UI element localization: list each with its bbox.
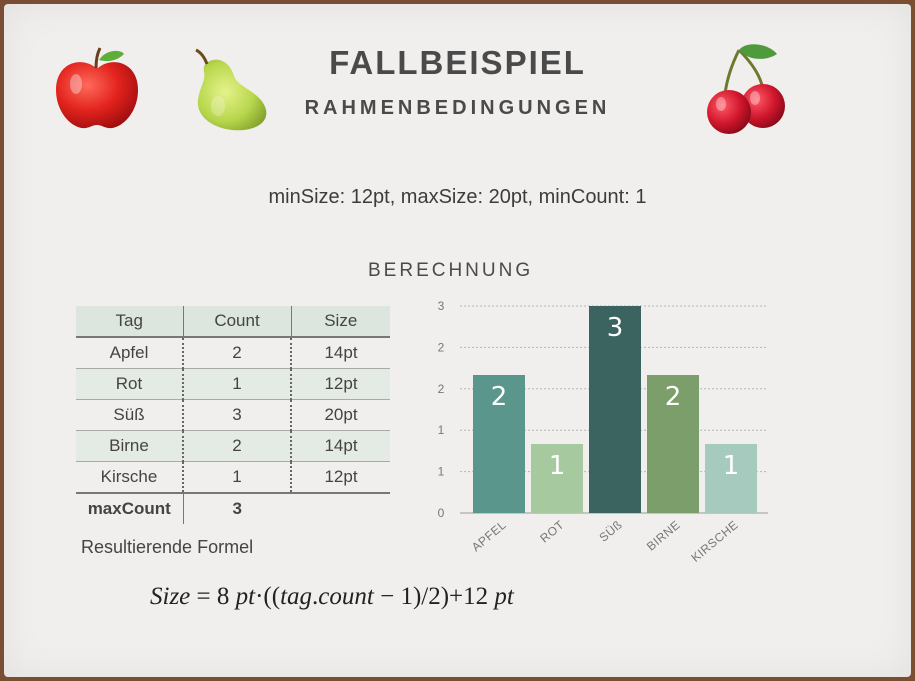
formula-minus: − <box>380 583 395 610</box>
x-tick-label: APFEL <box>469 518 509 555</box>
formula-lhs: Size <box>150 583 191 610</box>
cell-count: 2 <box>183 337 292 369</box>
y-tick-label: 2 <box>438 340 445 354</box>
cell-count: 3 <box>183 399 292 431</box>
header-size: Size <box>291 306 390 338</box>
slide-subtitle: RAHMENBEDINGUNGEN <box>304 97 611 119</box>
y-tick-label: 3 <box>438 299 445 313</box>
bar <box>531 444 583 513</box>
slide-title: FALLBEISPIEL <box>329 44 586 81</box>
max-count-value: 3 <box>232 499 242 518</box>
bar-data-label: 1 <box>549 451 566 481</box>
max-count-row: maxCount 3 <box>76 493 390 524</box>
formula-dot: · <box>255 583 264 610</box>
header-tag: Tag <box>76 306 184 338</box>
parameters-text: minSize: 12pt, maxSize: 20pt, minCount: … <box>268 186 647 208</box>
table-row: Rot 1 12pt <box>76 368 390 400</box>
formula-two: 2 <box>428 583 441 610</box>
formula-label: Resultierende Formel <box>81 537 254 557</box>
bar-data-label: 3 <box>607 313 624 343</box>
formula-const2: 12 <box>463 583 489 610</box>
x-tick-label: BIRNE <box>644 518 683 554</box>
y-tick-label: 1 <box>438 423 445 437</box>
x-tick-label: KIRSCHE <box>688 518 741 565</box>
header-count: Count <box>183 306 292 338</box>
cell-count: 1 <box>183 461 292 494</box>
formula-close2: ) <box>440 583 450 610</box>
formula-plus: + <box>449 583 464 610</box>
cell-tag: Süß <box>76 399 184 431</box>
table-row: Süß 3 20pt <box>76 399 390 431</box>
cell-size: 20pt <box>291 399 390 431</box>
formula-slash: / <box>421 583 429 610</box>
formula-close1: ) <box>412 583 422 610</box>
section-heading: BERECHNUNG <box>368 260 534 281</box>
table-row: Birne 2 14pt <box>76 430 390 462</box>
cell-count: 1 <box>183 368 292 400</box>
bar <box>473 375 525 513</box>
formula-field: count <box>318 583 374 610</box>
pear-icon <box>195 48 267 131</box>
formula: Size = 8 pt·((tag.count − 1)/2)+12 pt <box>150 583 514 611</box>
bar <box>705 444 757 513</box>
y-tick-label: 2 <box>438 382 445 396</box>
cell-size: 14pt <box>291 430 390 462</box>
bar-data-label: 2 <box>665 382 682 412</box>
cell-tag: Apfel <box>76 337 184 369</box>
bar <box>589 306 641 513</box>
cell-tag: Kirsche <box>76 461 184 494</box>
formula-open: (( <box>263 583 281 610</box>
cell-size: 12pt <box>291 368 390 400</box>
y-tick-label: 1 <box>438 465 445 479</box>
count-table: Tag Count Size Apfel 2 14pt Rot 1 12pt S… <box>76 306 390 524</box>
y-tick-label: 0 <box>438 506 445 520</box>
formula-unit2: pt <box>494 583 514 610</box>
cell-size: 12pt <box>291 461 390 494</box>
formula-unit1: pt <box>235 583 256 610</box>
apple-icon <box>56 47 138 129</box>
cell-tag: Rot <box>76 368 184 400</box>
bar-data-label: 2 <box>491 382 508 412</box>
cell-count: 2 <box>183 430 292 462</box>
bar <box>647 375 699 513</box>
max-count-label: maxCount <box>76 493 184 524</box>
table-header-row: Tag Count Size <box>76 306 390 338</box>
bar-data-label: 1 <box>723 451 740 481</box>
table-row: Kirsche 1 12pt <box>76 461 390 494</box>
x-tick-label: ROT <box>537 517 567 545</box>
table-row: Apfel 2 14pt <box>76 337 390 369</box>
formula-one: 1 <box>400 583 413 610</box>
formula-sep: . <box>312 583 319 610</box>
formula-const1: 8 <box>216 583 230 610</box>
x-tick-label: SÜß <box>596 518 625 545</box>
formula-var: tag <box>280 583 313 610</box>
formula-eq: = <box>196 583 211 610</box>
cherry-icon <box>707 44 785 134</box>
cell-tag: Birne <box>76 430 184 462</box>
cell-size: 14pt <box>291 337 390 369</box>
